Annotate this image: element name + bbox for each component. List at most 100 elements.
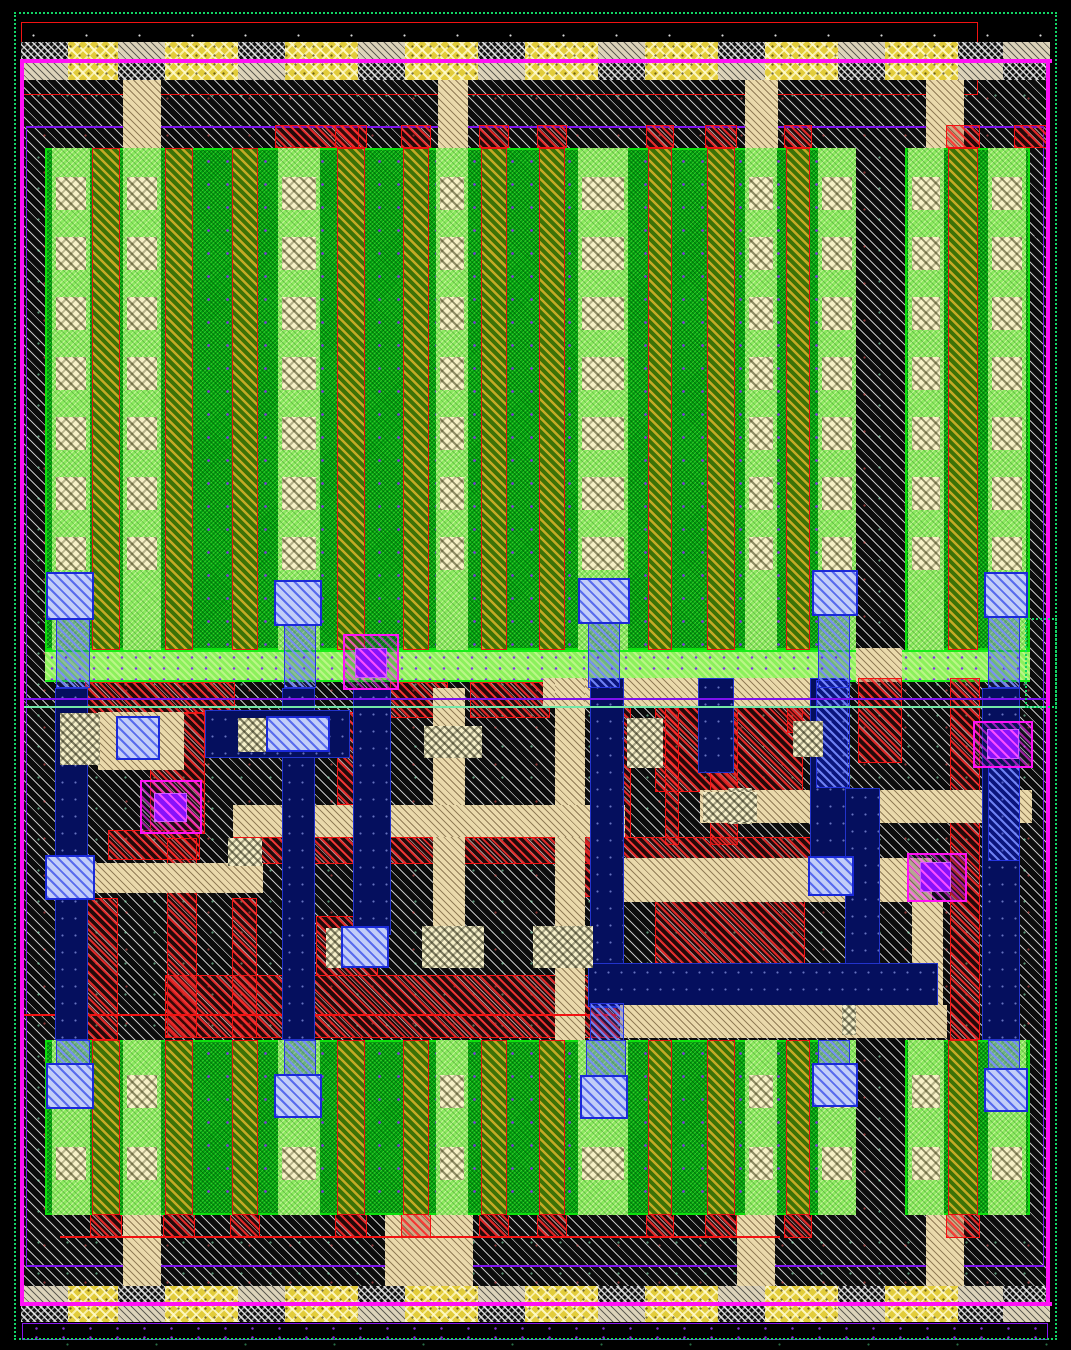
contact-pad-rect	[703, 792, 757, 822]
contact-square-rect	[749, 297, 773, 330]
boundary-magenta-rect	[20, 1302, 1052, 1306]
contact-square-rect	[127, 357, 157, 390]
metal1-rect	[856, 648, 902, 682]
metal2-hatch-rect	[590, 1003, 624, 1041]
contact-square-rect	[912, 477, 940, 510]
rail-overlap-pale-rect	[958, 63, 1005, 80]
contact-square-rect	[440, 177, 464, 210]
via1-rect	[984, 572, 1028, 618]
poly-gate-rect	[232, 148, 258, 650]
contact-square-rect	[822, 477, 852, 510]
metal2-hatch-rect	[284, 1040, 316, 1076]
poly-gate-rect	[948, 1040, 978, 1215]
contact-pad-rect	[533, 926, 593, 968]
poly-rect	[784, 125, 812, 148]
poly-gate-rect	[707, 148, 735, 650]
contact-square-rect	[912, 537, 940, 570]
contact-square-rect	[912, 357, 940, 390]
poly-line-rect	[60, 1236, 780, 1238]
via1-rect	[45, 855, 95, 900]
contact-square-rect	[822, 237, 852, 270]
boundary-green-rect	[14, 12, 1057, 1340]
rail-overlap-dark-rect	[21, 1306, 68, 1322]
poly-rect	[646, 125, 674, 148]
poly-gate-rect	[337, 1040, 365, 1215]
contact-square-rect	[282, 297, 316, 330]
contact-square-rect	[822, 1147, 852, 1180]
contact-square-rect	[822, 297, 852, 330]
poly-gate-rect	[648, 1040, 672, 1215]
rail-overlap-pale-rect	[478, 63, 525, 80]
contact-square-rect	[822, 357, 852, 390]
rail-overlap-pale-rect	[838, 42, 885, 59]
diffusion-contact-column-rect	[745, 1040, 777, 1215]
poly-rect	[335, 1214, 367, 1238]
poly-rect	[401, 125, 431, 148]
metal1-rect	[123, 80, 161, 148]
rail-overlap-pale-rect	[118, 42, 165, 59]
rail-overlap-dark-rect	[1003, 1286, 1050, 1302]
rail-overlap-dark-rect	[838, 63, 885, 80]
poly-gate-rect	[786, 1040, 810, 1215]
rail-overlap-pale-rect	[118, 1306, 165, 1322]
poly-gate-rect	[92, 1040, 120, 1215]
metal2-rect	[588, 963, 938, 1007]
contact-square-rect	[582, 417, 624, 450]
via1-rect	[808, 856, 854, 896]
contact-square-rect	[56, 237, 86, 270]
contact-square-rect	[912, 177, 940, 210]
contact-pad-rect	[424, 726, 482, 758]
metal2-hatch-rect	[284, 624, 316, 688]
via1-rect	[341, 926, 389, 968]
via2-core-rect	[920, 862, 951, 892]
poly-gate-rect	[481, 1040, 507, 1215]
via1-rect	[46, 1063, 94, 1109]
rail-overlap-dark-rect	[598, 1286, 645, 1302]
via1-rect	[266, 716, 330, 752]
contact-square-rect	[582, 237, 624, 270]
contact-square-rect	[822, 537, 852, 570]
via1-rect	[812, 1063, 858, 1107]
poly-rect	[858, 678, 902, 763]
rail-overlap-dark-rect	[838, 1286, 885, 1302]
contact-square-rect	[992, 1147, 1022, 1180]
boundary-magenta-rect	[20, 59, 1052, 63]
via1-rect	[578, 578, 630, 624]
boundary-green-rect	[1025, 618, 1057, 708]
contact-square-rect	[56, 417, 86, 450]
contact-square-rect	[749, 177, 773, 210]
rail-overlap-pale-rect	[21, 63, 68, 80]
rail-overlap-pale-rect	[718, 1286, 765, 1302]
contact-square-rect	[127, 417, 157, 450]
via1-rect	[46, 572, 94, 620]
contact-square-rect	[440, 417, 464, 450]
contact-square-rect	[127, 537, 157, 570]
contact-square-rect	[282, 417, 316, 450]
contact-square-rect	[822, 417, 852, 450]
via1-rect	[274, 580, 322, 626]
rail-overlap-dark-rect	[238, 1306, 285, 1322]
via1-rect	[812, 570, 858, 616]
metal2-hatch-rect	[818, 614, 850, 688]
contact-square-rect	[822, 177, 852, 210]
poly-gate-rect	[481, 148, 507, 650]
poly-gate-rect	[786, 148, 810, 650]
poly-rect	[665, 688, 679, 845]
poly-gate-rect	[539, 148, 565, 650]
poly-gate-rect	[337, 148, 365, 650]
via1-rect	[116, 716, 160, 760]
metal2-hatch-rect	[586, 1040, 626, 1077]
rail-overlap-dark-rect	[118, 63, 165, 80]
boundary-purple-rect	[26, 126, 1044, 1267]
contact-square-rect	[582, 477, 624, 510]
poly-rect	[401, 1214, 431, 1238]
contact-square-rect	[282, 177, 316, 210]
contact-square-rect	[56, 537, 86, 570]
poly-gate-rect	[539, 1040, 565, 1215]
via1-rect	[580, 1075, 628, 1119]
contact-square-rect	[582, 297, 624, 330]
contact-square-rect	[127, 477, 157, 510]
contact-square-rect	[282, 1147, 316, 1180]
rail-overlap-dark-rect	[358, 63, 405, 80]
